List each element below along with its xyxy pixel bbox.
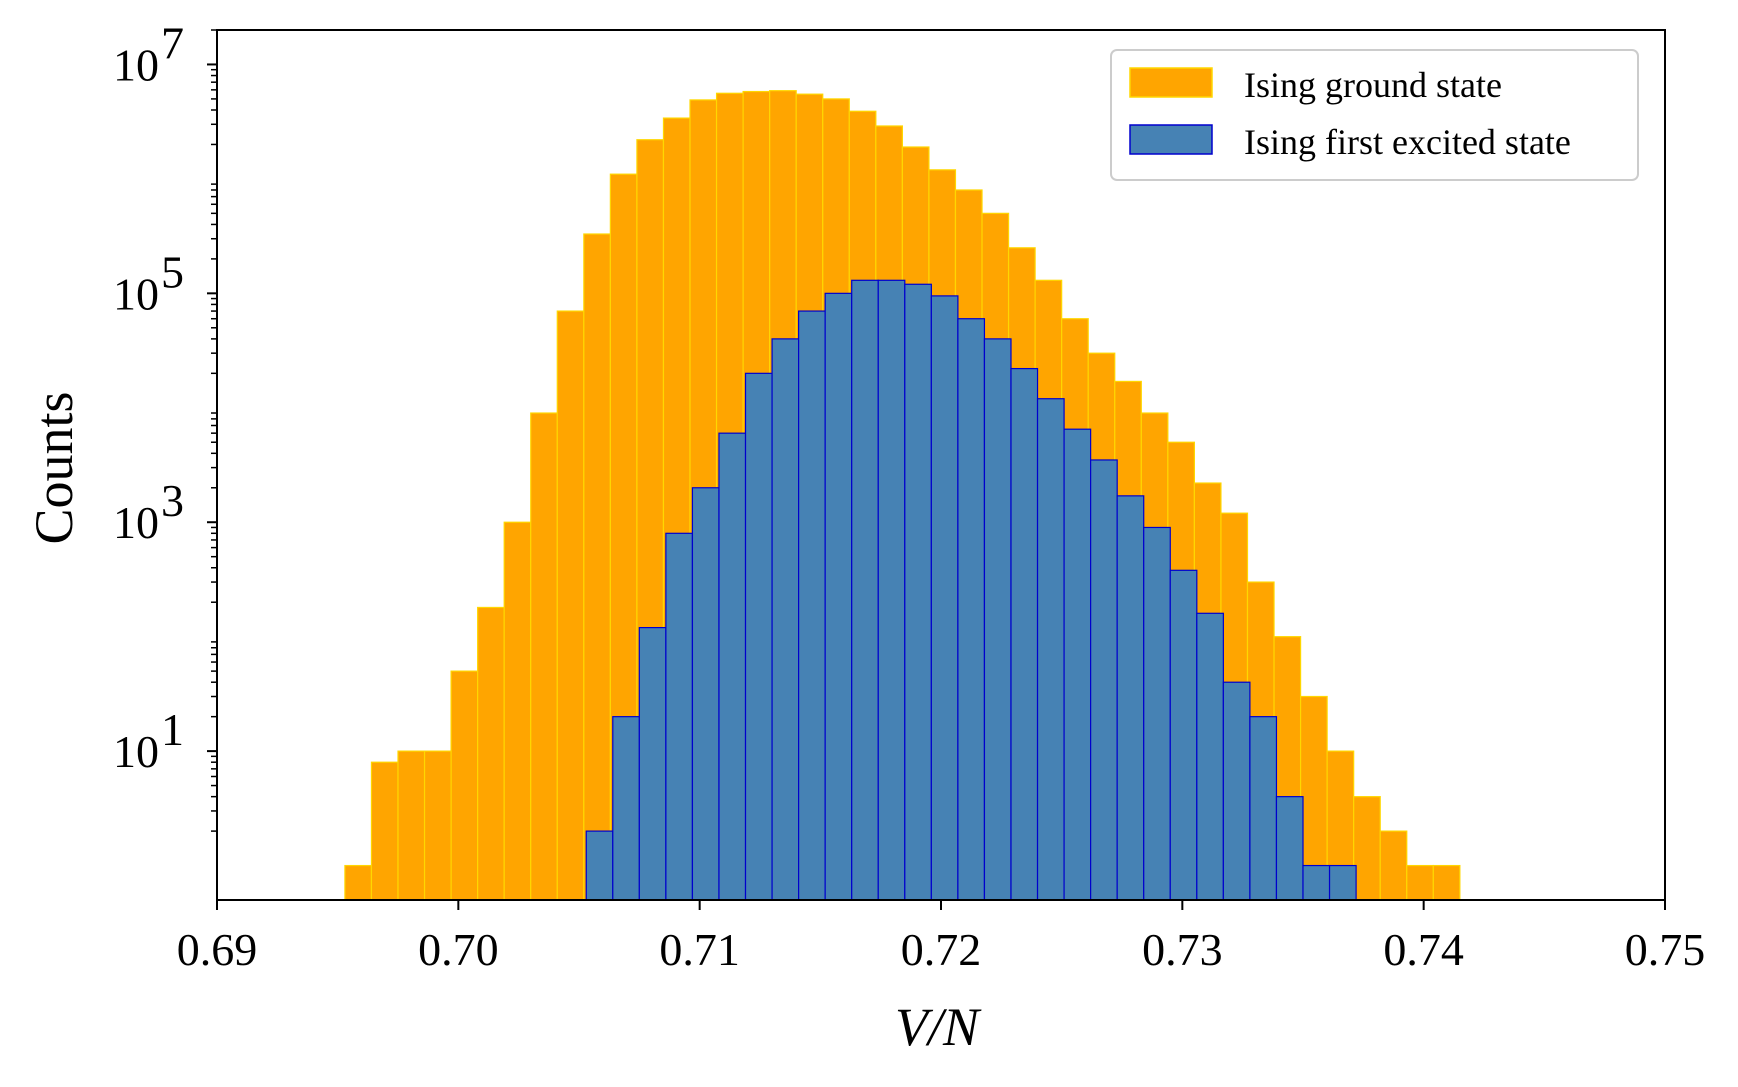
histogram-bar: [450, 670, 479, 901]
y-tick-label: 10: [113, 726, 159, 777]
legend-label-first-excited-state: Ising first excited state: [1244, 122, 1571, 162]
histogram-bar: [1275, 796, 1304, 901]
y-axis-label: Counts: [24, 391, 84, 544]
histogram-bar: [530, 412, 558, 901]
histogram-bar: [718, 432, 747, 901]
histogram-bar: [1196, 612, 1224, 901]
legend-label-ground-state: Ising ground state: [1244, 65, 1502, 105]
y-tick-exponent: 7: [161, 17, 184, 68]
legend: Ising ground state Ising first excited s…: [1110, 49, 1639, 181]
y-tick-label: 10: [113, 39, 159, 90]
histogram-bar: [798, 310, 826, 901]
histogram-bar: [1090, 459, 1118, 901]
y-tick-label: 10: [113, 497, 159, 548]
legend-box: [1110, 49, 1639, 181]
histogram-bar: [583, 233, 611, 901]
histogram-bar: [1302, 864, 1331, 901]
histogram-bar: [612, 716, 640, 901]
histogram-bar: [1406, 864, 1434, 901]
histogram-bar: [556, 310, 585, 901]
histogram-bar: [1143, 526, 1171, 901]
histogram-bar: [1432, 864, 1461, 901]
series-1-bars: [585, 279, 1357, 901]
histogram-bar: [370, 761, 399, 901]
bars-layer: [344, 90, 1461, 901]
histogram-bar: [744, 372, 773, 901]
x-tick-label: 0.70: [418, 924, 499, 975]
histogram-bar: [638, 626, 667, 901]
histogram-bar: [1169, 569, 1198, 901]
histogram-bar: [1328, 864, 1357, 901]
histogram-bar: [904, 283, 932, 901]
histogram-bar: [930, 295, 959, 901]
x-tick-label: 0.72: [901, 924, 982, 975]
y-tick-exponent: 5: [161, 246, 184, 297]
x-axis-ticks: 0.69 0.70 0.71 0.72 0.73 0.74 0.75: [177, 900, 1706, 975]
histogram-bar: [1036, 398, 1065, 901]
histogram-bar: [477, 606, 505, 901]
histogram-bar: [877, 279, 906, 901]
x-tick-label: 0.75: [1625, 924, 1706, 975]
x-tick-label: 0.69: [177, 924, 258, 975]
x-tick-label: 0.71: [659, 924, 740, 975]
histogram-bar: [1116, 495, 1145, 901]
y-tick-exponent: 1: [161, 704, 184, 755]
histogram-bar: [1353, 796, 1381, 901]
legend-swatch-ground-state: [1129, 67, 1213, 98]
y-tick-exponent: 3: [161, 475, 184, 526]
histogram-bar: [851, 279, 879, 901]
x-tick-label: 0.73: [1142, 924, 1223, 975]
legend-swatch-first-excited-state: [1129, 124, 1213, 155]
histogram-bar: [691, 487, 720, 901]
histogram-bar: [1379, 830, 1408, 901]
histogram-bar: [824, 292, 853, 901]
histogram-bar: [1010, 367, 1039, 901]
histogram-bar: [397, 750, 426, 901]
histogram-bar: [983, 338, 1012, 901]
histogram-bar: [503, 521, 532, 901]
histogram-bar: [1222, 681, 1251, 901]
x-axis-label: V/N: [895, 997, 982, 1057]
histogram-bar: [1063, 428, 1092, 901]
histogram-bar: [771, 338, 800, 901]
histogram-bar: [423, 750, 452, 901]
histogram-bar: [585, 830, 614, 901]
histogram-bar: [957, 318, 986, 901]
histogram-bar: [665, 532, 694, 901]
y-tick-label: 10: [113, 268, 159, 319]
x-tick-label: 0.74: [1383, 924, 1464, 975]
histogram-bar: [1249, 716, 1278, 901]
histogram-bar: [344, 864, 373, 901]
